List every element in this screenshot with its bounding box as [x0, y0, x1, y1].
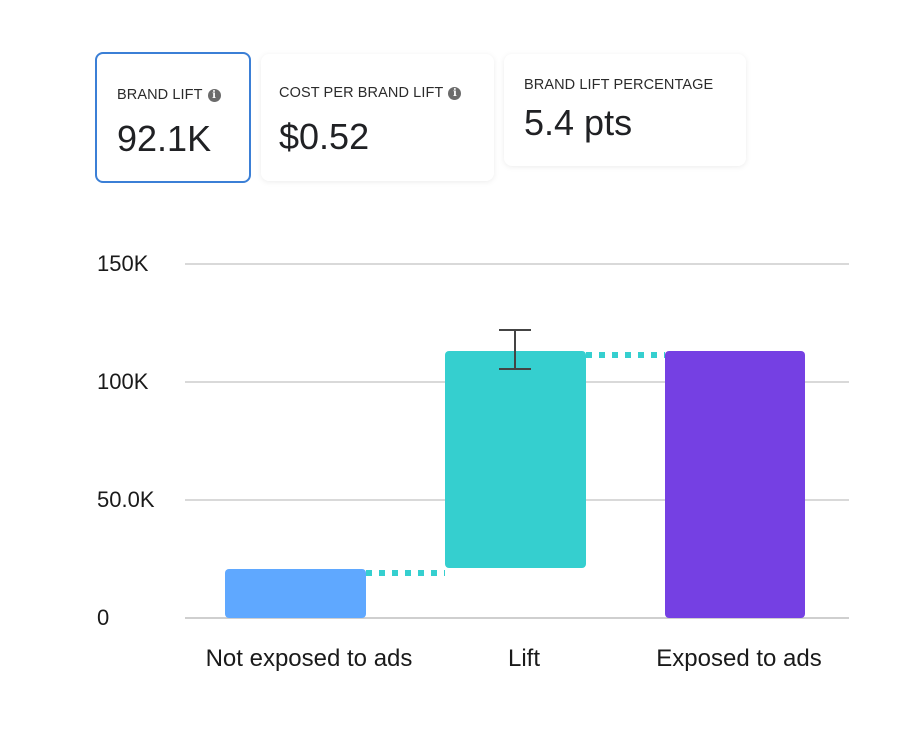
y-tick-label: 0 [97, 605, 110, 630]
card-label: COST PER BRAND LIFT i [279, 85, 462, 101]
x-tick-label: Lift [507, 645, 541, 672]
connectors [366, 352, 665, 576]
info-icon[interactable]: i [448, 86, 462, 100]
y-tick-label: 150K [97, 251, 149, 276]
card-cost-per-brand-lift[interactable]: COST PER BRAND LIFT i $0.52 [261, 54, 494, 181]
card-label: BRAND LIFT PERCENTAGE [524, 77, 714, 93]
bar-not-exposed[interactable] [225, 569, 366, 618]
error-bar [499, 329, 531, 370]
card-value: $0.52 [279, 116, 370, 157]
card-brand-lift[interactable]: BRAND LIFT i 92.1K [95, 52, 251, 183]
x-tick-label: Not exposed to ads [205, 645, 413, 672]
card-brand-lift-percentage[interactable]: BRAND LIFT PERCENTAGE 5.4 pts [504, 54, 746, 166]
card-value: 92.1K [117, 118, 212, 159]
x-tick-label: Exposed to ads [656, 645, 822, 672]
bar-exposed[interactable] [665, 351, 805, 618]
card-value: 5.4 pts [524, 102, 633, 143]
y-tick-label: 100K [97, 369, 149, 394]
info-icon[interactable]: i [207, 88, 221, 102]
card-label: BRAND LIFT i [117, 87, 221, 103]
bar-lift[interactable] [445, 351, 586, 568]
y-tick-label: 50.0K [97, 487, 155, 512]
